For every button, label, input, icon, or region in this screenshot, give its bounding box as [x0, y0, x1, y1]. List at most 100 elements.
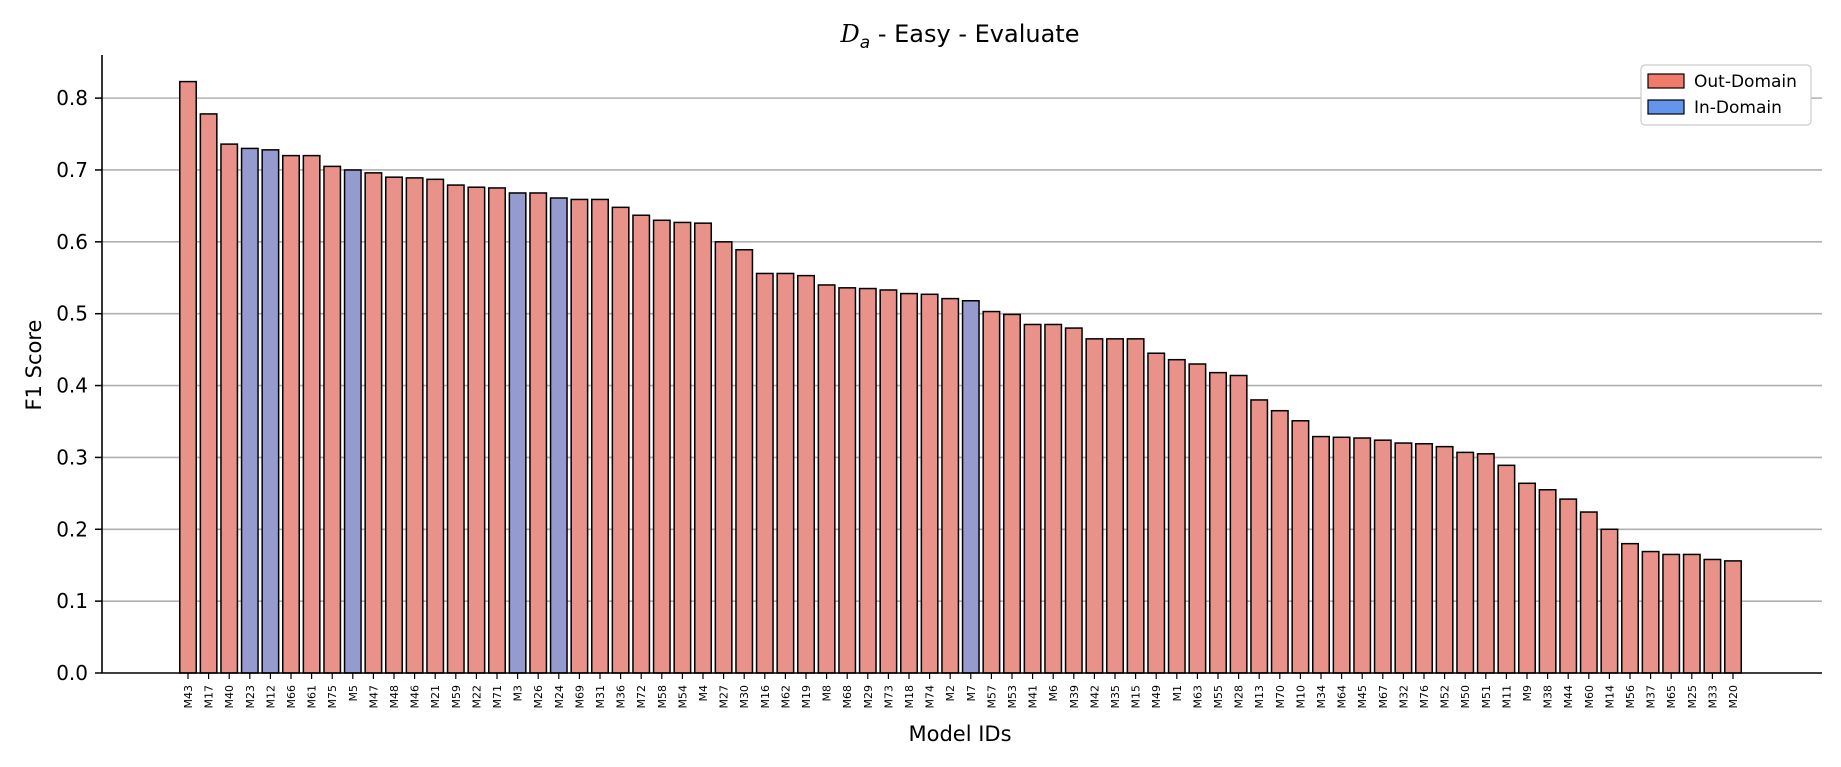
y-tick-label: 0.6: [56, 230, 88, 254]
x-tick-label: M57: [985, 685, 998, 709]
bar-M51: [1476, 453, 1495, 674]
y-axis-ticks: 0.0 0.1 0.2 0.3 0.4 0.5 0.6 0.7 0.8: [56, 86, 102, 685]
bar-M38: [1538, 489, 1557, 674]
bar-M15: [1126, 338, 1145, 674]
bar-M71: [488, 187, 506, 674]
bar-M23: [240, 147, 259, 674]
bar-M40: [220, 143, 239, 674]
x-tick-label: M72: [635, 685, 648, 709]
x-tick-label: M29: [862, 685, 875, 709]
bar-M56: [1621, 542, 1639, 674]
y-tick-label: 0.4: [56, 374, 88, 398]
y-tick-label: 0.1: [56, 589, 88, 613]
x-tick-label: M21: [429, 685, 442, 709]
x-tick-label: M23: [244, 685, 257, 709]
x-tick-label: M62: [779, 685, 792, 709]
bar-M50: [1456, 451, 1475, 674]
x-tick-label: M55: [1212, 685, 1225, 709]
x-tick-label: M63: [1191, 685, 1204, 709]
x-tick-label: M37: [1645, 685, 1658, 709]
bar-M20: [1724, 560, 1742, 674]
x-tick-label: M26: [532, 685, 545, 709]
y-tick-label: 0.7: [56, 158, 88, 182]
bar-M66: [282, 154, 300, 674]
bar-M68: [838, 287, 857, 674]
x-tick-label: M56: [1624, 685, 1637, 709]
bar-M64: [1332, 436, 1351, 674]
bar-M49: [1147, 352, 1166, 674]
axes: [101, 55, 1822, 674]
x-tick-label: M71: [491, 685, 504, 709]
bar-M47: [364, 172, 383, 674]
x-tick-label: M13: [1253, 685, 1266, 709]
x-tick-label: M54: [676, 685, 689, 709]
bar-M10: [1291, 420, 1310, 674]
bar-M48: [385, 176, 403, 674]
bar-M46: [405, 177, 424, 674]
x-tick-label: M30: [738, 685, 751, 709]
legend-label: Out-Domain: [1694, 72, 1797, 92]
bar-M35: [1106, 338, 1124, 674]
x-tick-label: M67: [1377, 685, 1390, 709]
x-tick-label: M2: [944, 685, 957, 702]
bar-M44: [1559, 498, 1578, 674]
bar-M4: [694, 222, 712, 674]
bar-M69: [570, 198, 589, 674]
x-tick-label: M38: [1542, 685, 1555, 709]
x-tick-label: M43: [182, 685, 195, 709]
x-tick-label: M50: [1459, 685, 1472, 709]
x-tick-label: M70: [1274, 685, 1287, 709]
bar-M41: [1023, 323, 1042, 674]
x-tick-label: M76: [1418, 685, 1431, 709]
bar-M30: [735, 248, 754, 674]
bar-M17: [199, 113, 218, 674]
bar-M25: [1682, 553, 1701, 674]
x-tick-label: M7: [965, 685, 978, 702]
x-tick-label: M31: [594, 685, 607, 709]
x-tick-label: M61: [306, 685, 319, 709]
bar-M73: [879, 289, 898, 674]
x-tick-label: M44: [1562, 685, 1575, 709]
x-tick-label: M14: [1603, 685, 1616, 709]
bar-M76: [1415, 443, 1433, 674]
bar-M26: [529, 192, 548, 674]
bar-M29: [858, 287, 877, 674]
legend-swatch: [1647, 99, 1685, 115]
bar-M45: [1353, 437, 1372, 674]
bar-M53: [1003, 313, 1021, 674]
x-tick-label: M12: [264, 685, 277, 709]
chart-title: Da - Easy - Evaluate: [840, 20, 1080, 53]
y-axis-label: F1 Score: [22, 320, 46, 411]
x-tick-label: M47: [367, 685, 380, 709]
bar-M28: [1229, 374, 1248, 674]
x-tick-label: M1: [1171, 685, 1184, 702]
bar-M52: [1435, 445, 1454, 674]
x-tick-label: M49: [1150, 685, 1163, 709]
x-tick-label: M69: [573, 685, 586, 709]
legend: Out-Domain In-Domain: [1640, 64, 1812, 126]
x-tick-label: M24: [553, 685, 566, 709]
y-tick-label: 0.2: [56, 517, 88, 541]
x-tick-label: M75: [326, 685, 339, 709]
bar-M5: [343, 169, 362, 674]
bar-M75: [323, 165, 342, 674]
x-axis-label: Model IDs: [908, 722, 1011, 746]
x-tick-label: M9: [1521, 685, 1534, 702]
x-tick-label: M65: [1665, 685, 1678, 709]
bar-M34: [1312, 435, 1330, 674]
x-tick-label: M59: [450, 685, 463, 709]
x-tick-label: M28: [1233, 685, 1246, 709]
x-tick-label: M48: [388, 685, 401, 709]
x-tick-label: M60: [1583, 685, 1596, 709]
bar-M16: [755, 272, 774, 674]
x-tick-label: M20: [1727, 685, 1740, 709]
x-tick-label: M53: [1006, 685, 1019, 709]
bar-M31: [591, 198, 609, 674]
bar-M58: [652, 219, 671, 674]
x-tick-label: M11: [1500, 685, 1513, 709]
x-tick-label: M10: [1294, 685, 1307, 709]
y-tick-label: 0.0: [56, 661, 88, 685]
bar-M32: [1394, 442, 1413, 674]
x-tick-label: M45: [1356, 685, 1369, 709]
bar-M72: [632, 214, 651, 674]
